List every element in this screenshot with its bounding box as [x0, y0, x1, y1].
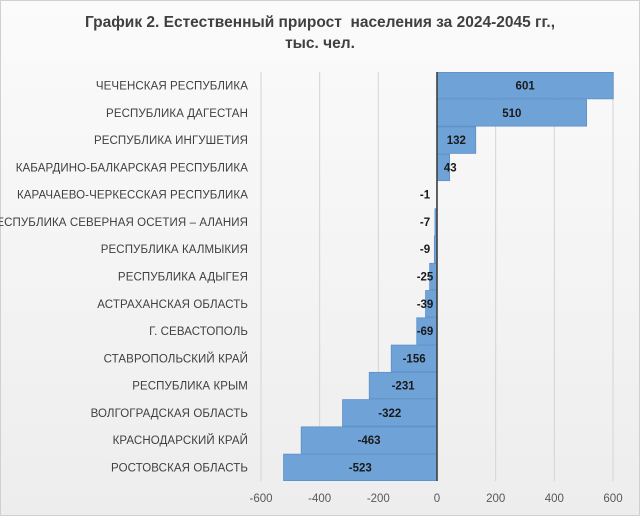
category-label: КРАСНОДАРСКИЙ КРАЙ [113, 434, 248, 447]
x-tick-label: 600 [603, 493, 622, 505]
category-label: РЕСПУБЛИКА КАЛМЫКИЯ [101, 244, 248, 256]
category-label: РЕСПУБЛИКА ДАГЕСТАН [106, 108, 248, 120]
category-label: РЕСПУБЛИКА АДЫГЕЯ [118, 272, 248, 284]
gridlines [260, 72, 614, 481]
data-label: 510 [502, 108, 521, 120]
data-label: 601 [516, 81, 536, 93]
chart-title: График 2. Естественный прирост населения… [0, 12, 640, 54]
x-tick-label: 400 [545, 493, 564, 505]
chart-title-line-1: График 2. Естественный прирост населения… [84, 14, 556, 31]
data-label: -231 [392, 381, 416, 393]
x-tick-label: -200 [367, 493, 390, 505]
category-label: КАРАЧАЕВО-ЧЕРКЕССКАЯ РЕСПУБЛИКА [17, 190, 248, 202]
bar [283, 453, 438, 481]
data-label: -322 [378, 408, 401, 420]
data-label: -463 [358, 435, 381, 447]
category-label: РОСТОВСКАЯ ОБЛАСТЬ [111, 462, 248, 474]
bar [436, 99, 588, 127]
x-tick-label: 200 [486, 493, 505, 505]
data-label: 132 [447, 135, 466, 147]
category-label: РЕСПУБЛИКА ИНГУШЕТИЯ [94, 135, 248, 147]
data-labels: 601 510 132 43 -1 -7 -9 -25 -39 -69 -156 -231 -322 -4… [349, 81, 536, 475]
category-label: КАБАРДИНО-БАЛКАРСКАЯ РЕСПУБЛИКА [16, 162, 248, 174]
data-label: 43 [444, 162, 457, 174]
data-label: -156 [403, 353, 426, 365]
data-label: -523 [349, 462, 372, 474]
category-label: СТАВРОПОЛЬСКИЙ КРАЙ [104, 352, 248, 365]
bar [390, 344, 438, 372]
bar [368, 371, 438, 400]
data-label: -7 [420, 217, 430, 229]
category-label: РЕСПУБЛИКА СЕВЕРНАЯ ОСЕТИЯ – АЛАНИЯ [0, 217, 248, 229]
bar [300, 426, 438, 454]
category-label: Г. СЕВАСТОПОЛЬ [149, 326, 248, 338]
x-tick-labels: -600 -400 -200 0 200 400 600 [249, 493, 622, 505]
x-tick-label: -400 [308, 493, 331, 505]
data-label: -9 [420, 244, 430, 256]
data-label: -1 [420, 190, 431, 202]
category-label: АСТРАХАНСКАЯ ОБЛАСТЬ [97, 299, 248, 311]
bar [436, 126, 477, 154]
category-label: ЧЕЧЕНСКАЯ РЕСПУБЛИКА [96, 81, 248, 93]
category-labels: ЧЕЧЕНСКАЯ РЕСПУБЛИКА РЕСПУБЛИКА ДАГЕСТАН Р… [0, 81, 248, 475]
bars [283, 72, 614, 481]
data-label: -25 [417, 272, 434, 284]
data-label: -39 [417, 299, 434, 311]
bar [436, 72, 614, 100]
category-label: РЕСПУБЛИКА КРЫМ [132, 381, 248, 393]
category-label: ВОЛГОГРАДСКАЯ ОБЛАСТЬ [91, 408, 248, 420]
data-label: -69 [417, 326, 434, 338]
chart-title-line-2: тыс. чел. [285, 35, 355, 52]
x-tick-label: 0 [434, 493, 440, 505]
x-tick-label: -600 [249, 493, 272, 505]
bar [342, 399, 438, 427]
